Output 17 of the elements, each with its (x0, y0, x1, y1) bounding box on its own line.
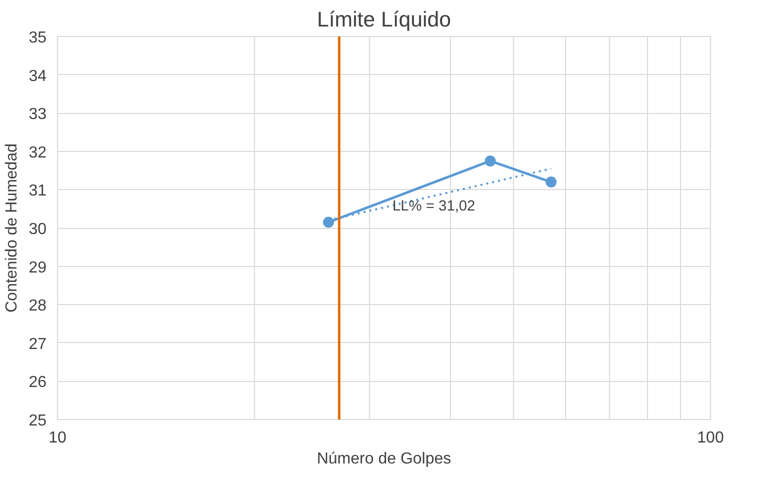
y-tick-label: 25 (28, 412, 47, 430)
y-tick-label: 35 (28, 30, 47, 46)
y-tick-label: 34 (28, 68, 47, 85)
y-tick-label: 28 (28, 298, 47, 315)
y-tick-label: 32 (28, 144, 47, 162)
x-tick-label: 100 (697, 430, 724, 446)
y-tick-label: 29 (28, 259, 47, 276)
y-tick-label: 26 (28, 374, 47, 392)
chart-title: Límite Líquido (317, 8, 451, 32)
y-tick-label: 33 (28, 106, 47, 124)
y-tick-label: 31 (28, 182, 47, 200)
annotation: LL% = 31,02 (392, 198, 476, 214)
y-tick-label: 27 (28, 336, 47, 353)
x-tick-label: 10 (48, 430, 66, 446)
x-axis-title: Número de Golpes (316, 450, 452, 468)
y-axis-title: Contenido de Humedad (4, 143, 21, 313)
y-tick-label: 30 (28, 221, 47, 238)
